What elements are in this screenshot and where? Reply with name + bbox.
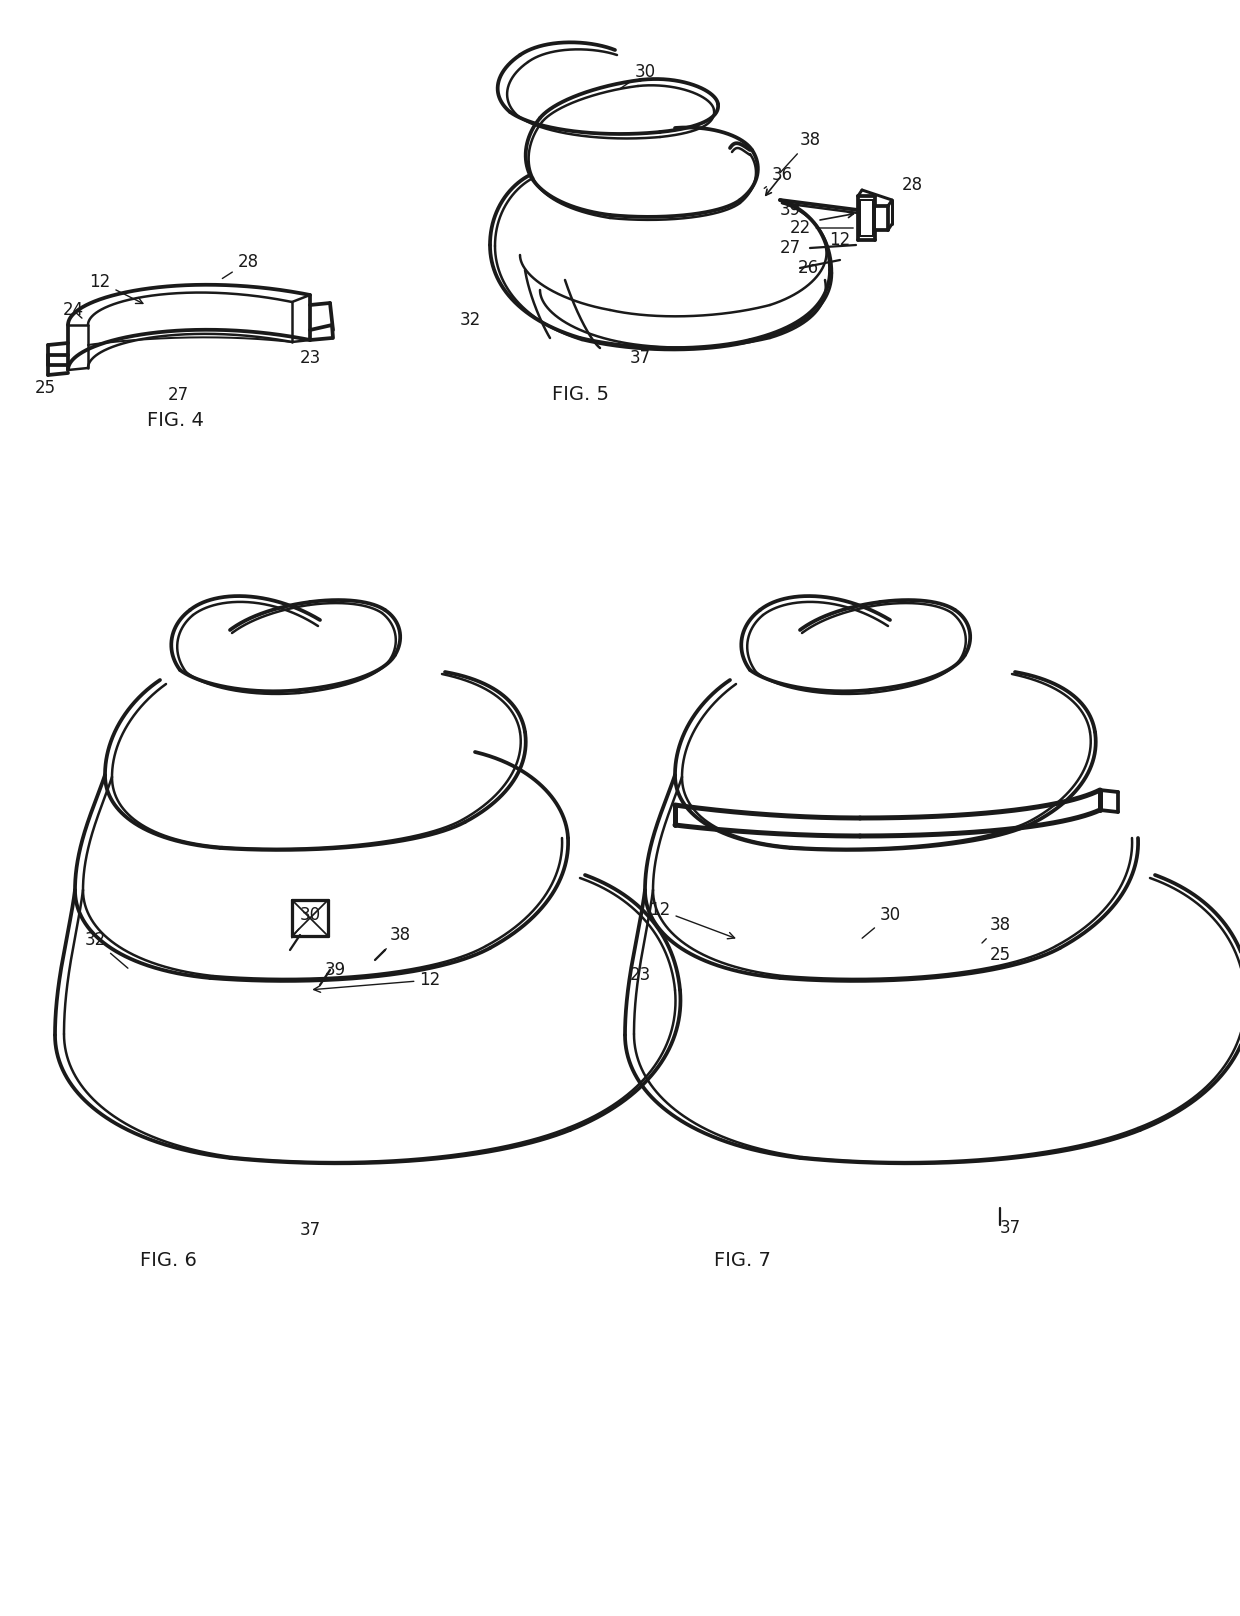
Text: 28: 28 <box>901 176 923 194</box>
Text: 30: 30 <box>620 63 656 89</box>
Text: 38: 38 <box>780 131 821 173</box>
Text: 27: 27 <box>780 239 801 257</box>
Text: 27: 27 <box>167 386 188 404</box>
Text: 37: 37 <box>299 1222 321 1239</box>
Text: 39: 39 <box>325 962 346 979</box>
Text: 22: 22 <box>790 220 853 238</box>
Text: 37: 37 <box>999 1218 1021 1236</box>
Text: 25: 25 <box>35 380 56 398</box>
Text: FIG. 5: FIG. 5 <box>552 386 609 404</box>
Text: 26: 26 <box>797 259 818 276</box>
Text: 38: 38 <box>382 926 410 953</box>
Text: 23: 23 <box>630 966 651 984</box>
Text: FIG. 6: FIG. 6 <box>140 1251 196 1270</box>
Text: 25: 25 <box>990 945 1011 968</box>
Text: 32: 32 <box>84 931 128 968</box>
Text: 24: 24 <box>62 301 83 318</box>
Text: FIG. 4: FIG. 4 <box>146 410 203 430</box>
Text: 12: 12 <box>650 902 734 939</box>
Text: 12: 12 <box>830 231 851 249</box>
Text: 36: 36 <box>764 166 792 189</box>
Text: 30: 30 <box>291 907 321 937</box>
Text: 32: 32 <box>459 310 481 330</box>
Text: 28: 28 <box>222 254 259 278</box>
Text: 12: 12 <box>89 273 143 304</box>
Text: 38: 38 <box>982 916 1011 944</box>
Text: 30: 30 <box>862 907 900 939</box>
Text: 39: 39 <box>780 200 801 220</box>
Text: FIG. 7: FIG. 7 <box>713 1251 770 1270</box>
Text: 12: 12 <box>314 971 440 992</box>
Text: 23: 23 <box>299 349 321 367</box>
Text: 37: 37 <box>630 349 651 367</box>
